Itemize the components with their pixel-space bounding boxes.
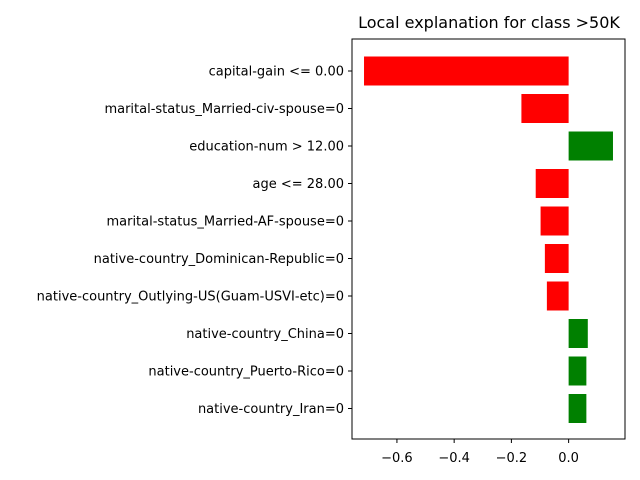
x-tick-label-0: −0.6 (381, 451, 413, 466)
x-tick-label-2: −0.2 (496, 451, 528, 466)
y-tick-label-2: education-num > 12.00 (189, 140, 344, 155)
bar-6 (546, 281, 569, 311)
y-tick-label-3: age <= 28.00 (253, 177, 344, 192)
y-tick-labels: capital-gain <= 0.00 marital-status_Marri… (37, 65, 352, 417)
y-tick-label-0: capital-gain <= 0.00 (209, 65, 344, 80)
x-tick-label-3: 0.0 (558, 451, 579, 466)
y-tick-label-1: marital-status_Married-civ-spouse=0 (104, 102, 344, 117)
y-tick-label-8: native-country_Puerto-Rico=0 (148, 365, 344, 380)
bar-3 (535, 169, 569, 198)
y-tick-label-4: marital-status_Married-AF-spouse=0 (106, 215, 344, 230)
bar-0 (364, 56, 569, 86)
bar-4 (540, 206, 569, 236)
y-tick-label-9: native-country_Iran=0 (198, 402, 344, 417)
bar-8 (568, 356, 587, 386)
chart-title: Local explanation for class >50K (358, 13, 620, 32)
bar-2 (568, 131, 613, 161)
x-tick-label-1: −0.4 (438, 451, 470, 466)
y-tick-label-5: native-country_Dominican-Republic=0 (94, 252, 344, 267)
bar-9 (568, 394, 587, 423)
bar-5 (544, 244, 569, 273)
bar-7 (568, 319, 588, 348)
bar-1 (521, 94, 569, 123)
y-tick-label-7: native-country_China=0 (186, 327, 344, 342)
axes-frame (351, 38, 626, 440)
bars (364, 56, 613, 423)
x-ticks: −0.6 −0.4 −0.2 0.0 (381, 439, 579, 466)
y-tick-label-6: native-country_Outlying-US(Guam-USVI-etc… (37, 290, 344, 305)
